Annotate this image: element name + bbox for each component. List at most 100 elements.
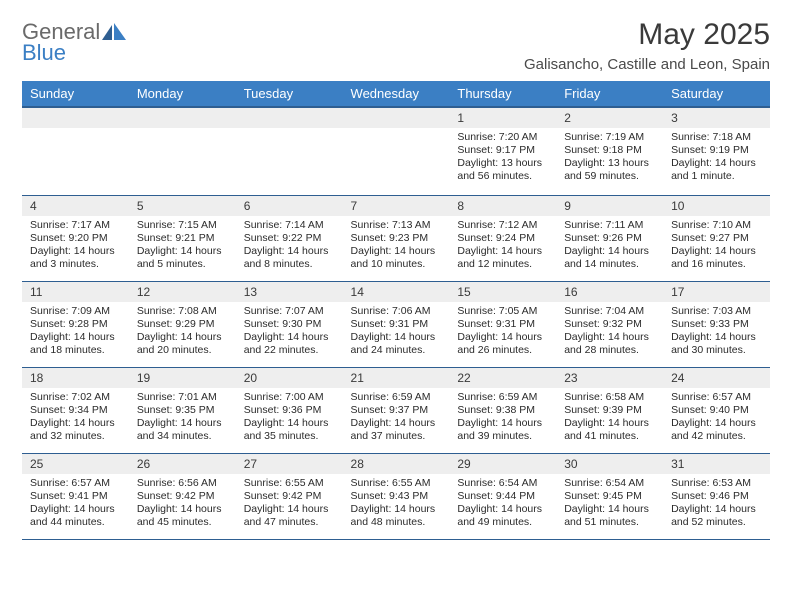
day-number: 23 bbox=[556, 368, 663, 388]
day-number: 30 bbox=[556, 454, 663, 474]
sunset-line: Sunset: 9:38 PM bbox=[457, 404, 548, 417]
day-number: 8 bbox=[449, 196, 556, 216]
sunset-line: Sunset: 9:41 PM bbox=[30, 490, 121, 503]
calendar-day-cell: 30Sunrise: 6:54 AMSunset: 9:45 PMDayligh… bbox=[556, 453, 663, 539]
day-details: Sunrise: 7:12 AMSunset: 9:24 PMDaylight:… bbox=[449, 216, 556, 276]
day-number: 6 bbox=[236, 196, 343, 216]
daylight-line: Daylight: 14 hours and 1 minute. bbox=[671, 157, 762, 183]
day-number: 19 bbox=[129, 368, 236, 388]
sunrise-line: Sunrise: 6:57 AM bbox=[30, 477, 121, 490]
calendar-day-cell: 1Sunrise: 7:20 AMSunset: 9:17 PMDaylight… bbox=[449, 107, 556, 195]
calendar-week-row: 18Sunrise: 7:02 AMSunset: 9:34 PMDayligh… bbox=[22, 367, 770, 453]
brand-name-bottom: Blue bbox=[22, 43, 128, 64]
day-number: 27 bbox=[236, 454, 343, 474]
daylight-line: Daylight: 14 hours and 24 minutes. bbox=[351, 331, 442, 357]
calendar-day-cell: 27Sunrise: 6:55 AMSunset: 9:42 PMDayligh… bbox=[236, 453, 343, 539]
day-details: Sunrise: 6:59 AMSunset: 9:37 PMDaylight:… bbox=[343, 388, 450, 448]
calendar-day-cell bbox=[22, 107, 129, 195]
day-number: 7 bbox=[343, 196, 450, 216]
day-details: Sunrise: 7:13 AMSunset: 9:23 PMDaylight:… bbox=[343, 216, 450, 276]
daylight-line: Daylight: 14 hours and 35 minutes. bbox=[244, 417, 335, 443]
calendar-day-cell: 3Sunrise: 7:18 AMSunset: 9:19 PMDaylight… bbox=[663, 107, 770, 195]
sunrise-line: Sunrise: 6:56 AM bbox=[137, 477, 228, 490]
day-number: 22 bbox=[449, 368, 556, 388]
day-number: 3 bbox=[663, 108, 770, 128]
day-details: Sunrise: 6:54 AMSunset: 9:44 PMDaylight:… bbox=[449, 474, 556, 534]
daylight-line: Daylight: 13 hours and 59 minutes. bbox=[564, 157, 655, 183]
sunrise-line: Sunrise: 7:17 AM bbox=[30, 219, 121, 232]
calendar-day-cell: 25Sunrise: 6:57 AMSunset: 9:41 PMDayligh… bbox=[22, 453, 129, 539]
sunrise-line: Sunrise: 7:03 AM bbox=[671, 305, 762, 318]
sunset-line: Sunset: 9:18 PM bbox=[564, 144, 655, 157]
calendar-day-cell: 11Sunrise: 7:09 AMSunset: 9:28 PMDayligh… bbox=[22, 281, 129, 367]
day-number-empty bbox=[129, 108, 236, 128]
sunset-line: Sunset: 9:21 PM bbox=[137, 232, 228, 245]
day-details: Sunrise: 7:06 AMSunset: 9:31 PMDaylight:… bbox=[343, 302, 450, 362]
daylight-line: Daylight: 14 hours and 44 minutes. bbox=[30, 503, 121, 529]
daylight-line: Daylight: 14 hours and 41 minutes. bbox=[564, 417, 655, 443]
day-number: 26 bbox=[129, 454, 236, 474]
day-details: Sunrise: 6:53 AMSunset: 9:46 PMDaylight:… bbox=[663, 474, 770, 534]
weekday-header: Friday bbox=[556, 81, 663, 107]
calendar-grid: Sunday Monday Tuesday Wednesday Thursday… bbox=[22, 81, 770, 540]
day-details: Sunrise: 6:57 AMSunset: 9:41 PMDaylight:… bbox=[22, 474, 129, 534]
day-details: Sunrise: 7:00 AMSunset: 9:36 PMDaylight:… bbox=[236, 388, 343, 448]
calendar-day-cell: 6Sunrise: 7:14 AMSunset: 9:22 PMDaylight… bbox=[236, 195, 343, 281]
sunset-line: Sunset: 9:29 PM bbox=[137, 318, 228, 331]
day-details: Sunrise: 7:05 AMSunset: 9:31 PMDaylight:… bbox=[449, 302, 556, 362]
day-details: Sunrise: 7:08 AMSunset: 9:29 PMDaylight:… bbox=[129, 302, 236, 362]
day-number: 10 bbox=[663, 196, 770, 216]
calendar-day-cell: 26Sunrise: 6:56 AMSunset: 9:42 PMDayligh… bbox=[129, 453, 236, 539]
day-number: 25 bbox=[22, 454, 129, 474]
brand-sail-icon bbox=[102, 23, 128, 41]
sunrise-line: Sunrise: 7:10 AM bbox=[671, 219, 762, 232]
calendar-day-cell: 23 Sunrise: 6:58 AMSunset: 9:39 PMDayligh… bbox=[556, 367, 663, 453]
sunrise-line: Sunrise: 6:58 AM bbox=[564, 391, 655, 404]
day-number: 18 bbox=[22, 368, 129, 388]
sunrise-line: Sunrise: 6:55 AM bbox=[351, 477, 442, 490]
day-details: Sunrise: 7:07 AMSunset: 9:30 PMDaylight:… bbox=[236, 302, 343, 362]
day-number: 31 bbox=[663, 454, 770, 474]
day-number-empty bbox=[22, 108, 129, 128]
calendar-day-cell: 17Sunrise: 7:03 AMSunset: 9:33 PMDayligh… bbox=[663, 281, 770, 367]
daylight-line: Daylight: 14 hours and 10 minutes. bbox=[351, 245, 442, 271]
day-number: 21 bbox=[343, 368, 450, 388]
day-number: 16 bbox=[556, 282, 663, 302]
day-details: Sunrise: 7:15 AMSunset: 9:21 PMDaylight:… bbox=[129, 216, 236, 276]
sunrise-line: Sunrise: 6:59 AM bbox=[457, 391, 548, 404]
sunset-line: Sunset: 9:31 PM bbox=[351, 318, 442, 331]
sunset-line: Sunset: 9:33 PM bbox=[671, 318, 762, 331]
day-details: Sunrise: 7:01 AMSunset: 9:35 PMDaylight:… bbox=[129, 388, 236, 448]
calendar-day-cell: 5Sunrise: 7:15 AMSunset: 9:21 PMDaylight… bbox=[129, 195, 236, 281]
weekday-header: Saturday bbox=[663, 81, 770, 107]
calendar-day-cell: 28Sunrise: 6:55 AMSunset: 9:43 PMDayligh… bbox=[343, 453, 450, 539]
daylight-line: Daylight: 14 hours and 52 minutes. bbox=[671, 503, 762, 529]
sunrise-line: Sunrise: 7:11 AM bbox=[564, 219, 655, 232]
sunrise-line: Sunrise: 6:53 AM bbox=[671, 477, 762, 490]
page-subtitle: Galisancho, Castille and Leon, Spain bbox=[524, 56, 770, 73]
day-details: Sunrise: 7:04 AMSunset: 9:32 PMDaylight:… bbox=[556, 302, 663, 362]
sunset-line: Sunset: 9:40 PM bbox=[671, 404, 762, 417]
sunset-line: Sunset: 9:22 PM bbox=[244, 232, 335, 245]
daylight-line: Daylight: 14 hours and 49 minutes. bbox=[457, 503, 548, 529]
sunset-line: Sunset: 9:31 PM bbox=[457, 318, 548, 331]
sunrise-line: Sunrise: 7:04 AM bbox=[564, 305, 655, 318]
calendar-day-cell: 16Sunrise: 7:04 AMSunset: 9:32 PMDayligh… bbox=[556, 281, 663, 367]
page-title: May 2025 bbox=[524, 18, 770, 52]
calendar-week-row: 25Sunrise: 6:57 AMSunset: 9:41 PMDayligh… bbox=[22, 453, 770, 539]
sunrise-line: Sunrise: 6:54 AM bbox=[457, 477, 548, 490]
daylight-line: Daylight: 14 hours and 30 minutes. bbox=[671, 331, 762, 357]
day-number: 20 bbox=[236, 368, 343, 388]
daylight-line: Daylight: 14 hours and 3 minutes. bbox=[30, 245, 121, 271]
day-details: Sunrise: 7:11 AMSunset: 9:26 PMDaylight:… bbox=[556, 216, 663, 276]
calendar-day-cell: 2Sunrise: 7:19 AMSunset: 9:18 PMDaylight… bbox=[556, 107, 663, 195]
calendar-day-cell: 31Sunrise: 6:53 AMSunset: 9:46 PMDayligh… bbox=[663, 453, 770, 539]
day-number: 1 bbox=[449, 108, 556, 128]
weekday-header-row: Sunday Monday Tuesday Wednesday Thursday… bbox=[22, 81, 770, 107]
sunset-line: Sunset: 9:28 PM bbox=[30, 318, 121, 331]
sunset-line: Sunset: 9:39 PM bbox=[564, 404, 655, 417]
sunrise-line: Sunrise: 7:15 AM bbox=[137, 219, 228, 232]
sunset-line: Sunset: 9:46 PM bbox=[671, 490, 762, 503]
brand-text: General Blue bbox=[22, 22, 128, 64]
calendar-week-row: 4Sunrise: 7:17 AMSunset: 9:20 PMDaylight… bbox=[22, 195, 770, 281]
